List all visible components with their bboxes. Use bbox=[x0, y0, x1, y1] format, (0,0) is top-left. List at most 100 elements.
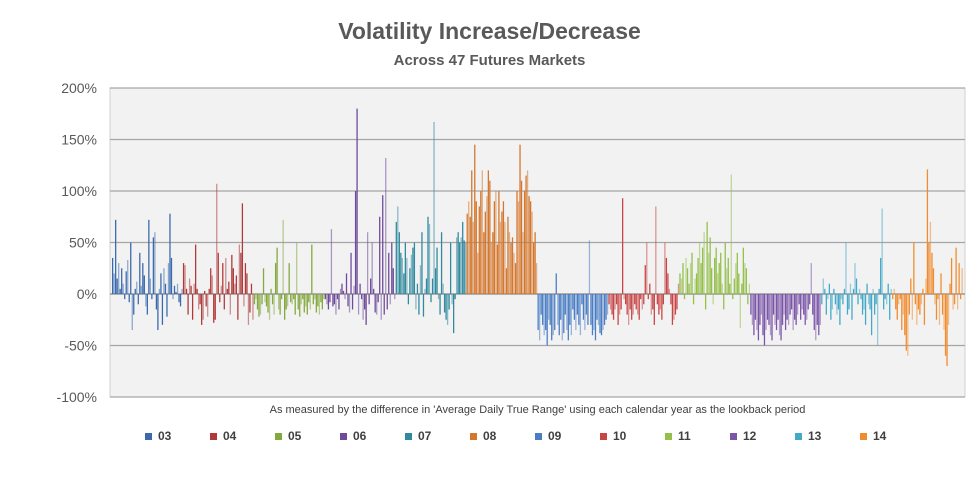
legend-label: 07 bbox=[418, 429, 432, 443]
bar-07-41 bbox=[456, 237, 458, 294]
bar-08-19 bbox=[493, 201, 496, 294]
bar-04-41 bbox=[243, 294, 245, 307]
bar-03-32 bbox=[158, 288, 161, 294]
chart-subtitle: Across 47 Futures Markets bbox=[393, 52, 586, 69]
bar-06-33 bbox=[373, 288, 375, 294]
bar-07-8 bbox=[406, 257, 408, 294]
bar-05-23 bbox=[287, 294, 289, 307]
bar-04-36 bbox=[235, 275, 238, 294]
bar-04-1 bbox=[182, 263, 185, 294]
bar-10-32 bbox=[655, 206, 657, 294]
bar-07-10 bbox=[409, 268, 411, 294]
bar-05-5 bbox=[259, 294, 262, 315]
bar-06-30 bbox=[368, 294, 370, 305]
bar-08-12 bbox=[483, 232, 485, 294]
bar-08-15 bbox=[487, 170, 489, 294]
bar-07-15 bbox=[416, 283, 419, 294]
bar-11-8 bbox=[689, 263, 692, 294]
bar-12-46 bbox=[818, 294, 820, 336]
bar-12-32 bbox=[797, 294, 799, 315]
bar-11-35 bbox=[730, 174, 732, 294]
bar-06-22 bbox=[356, 108, 358, 294]
bar-03-17 bbox=[136, 281, 138, 294]
bar-13-24 bbox=[855, 278, 858, 294]
bar-05-12 bbox=[270, 288, 272, 294]
bar-08-34 bbox=[516, 191, 518, 294]
bar-11-26 bbox=[717, 273, 719, 294]
bar-04-13 bbox=[201, 294, 203, 325]
bar-08-47 bbox=[535, 263, 538, 294]
bar-04-6 bbox=[190, 285, 192, 294]
bar-04-28 bbox=[223, 294, 225, 310]
bar-11-40 bbox=[738, 273, 740, 294]
bar-05-47 bbox=[323, 294, 325, 300]
bar-10-6 bbox=[615, 294, 618, 305]
bar-12-27 bbox=[789, 294, 791, 315]
bar-12-24 bbox=[784, 294, 787, 331]
legend-item-12: 12 bbox=[730, 429, 795, 443]
bar-09-46 bbox=[605, 294, 607, 320]
bar-04-33 bbox=[231, 254, 233, 294]
bar-14-29 bbox=[934, 294, 936, 305]
legend-label: 03 bbox=[158, 429, 172, 443]
bar-12-10 bbox=[763, 294, 766, 346]
bar-05-19 bbox=[280, 294, 283, 300]
legend-label: 13 bbox=[808, 429, 822, 443]
bar-03-11 bbox=[127, 260, 129, 294]
bar-06-34 bbox=[374, 294, 376, 313]
bar-03-42 bbox=[173, 285, 176, 294]
bar-03-44 bbox=[176, 283, 179, 294]
bar-05-9 bbox=[265, 294, 268, 307]
bar-14-38 bbox=[947, 294, 950, 325]
bar-13-22 bbox=[852, 288, 855, 294]
bar-10-10 bbox=[622, 198, 624, 294]
bar-08-37 bbox=[520, 180, 523, 294]
legend-swatch bbox=[860, 432, 867, 440]
bar-09-5 bbox=[543, 294, 545, 336]
bar-14-43 bbox=[955, 247, 957, 294]
bar-03-28 bbox=[152, 237, 155, 294]
bar-11-37 bbox=[733, 278, 735, 294]
bar-11-36 bbox=[732, 294, 734, 300]
bar-11-11 bbox=[694, 278, 696, 294]
bar-12-36 bbox=[803, 294, 805, 315]
y-tick-label: 50% bbox=[69, 235, 97, 251]
bar-14-25 bbox=[928, 242, 930, 294]
bar-05-7 bbox=[262, 268, 265, 294]
bar-06-38 bbox=[380, 294, 382, 320]
bar-07-23 bbox=[428, 223, 431, 294]
bar-03-3 bbox=[115, 219, 117, 294]
bar-07-47 bbox=[465, 242, 467, 294]
bar-13-5 bbox=[827, 294, 829, 300]
bar-04-27 bbox=[222, 263, 224, 294]
bar-07-25 bbox=[431, 278, 434, 294]
bar-12-25 bbox=[786, 294, 788, 320]
bar-04-47 bbox=[252, 294, 254, 320]
bar-06-4 bbox=[329, 294, 331, 303]
bar-05-45 bbox=[320, 294, 322, 303]
bar-07-9 bbox=[407, 294, 410, 305]
bar-05-41 bbox=[314, 294, 316, 300]
bar-14-21 bbox=[922, 288, 924, 294]
bar-09-22 bbox=[569, 294, 571, 325]
legend-swatch bbox=[730, 432, 737, 440]
bar-14-12 bbox=[908, 294, 910, 315]
bar-11-7 bbox=[688, 283, 690, 294]
bar-03-16 bbox=[134, 288, 136, 294]
bar-03-21 bbox=[142, 263, 144, 294]
bar-04-7 bbox=[191, 294, 194, 320]
bar-07-44 bbox=[460, 237, 462, 294]
bar-10-16 bbox=[631, 294, 633, 320]
bar-04-2 bbox=[184, 265, 186, 294]
bar-10-11 bbox=[623, 294, 625, 300]
bar-06-19 bbox=[351, 294, 354, 310]
bar-08-35 bbox=[517, 201, 520, 294]
bar-11-27 bbox=[718, 263, 720, 294]
bar-14-7 bbox=[901, 294, 903, 331]
bar-12-30 bbox=[794, 294, 796, 320]
bar-13-31 bbox=[866, 283, 868, 294]
bar-09-26 bbox=[575, 294, 577, 331]
bar-07-27 bbox=[434, 268, 437, 294]
bar-05-44 bbox=[318, 294, 320, 315]
bar-03-4 bbox=[116, 278, 118, 294]
